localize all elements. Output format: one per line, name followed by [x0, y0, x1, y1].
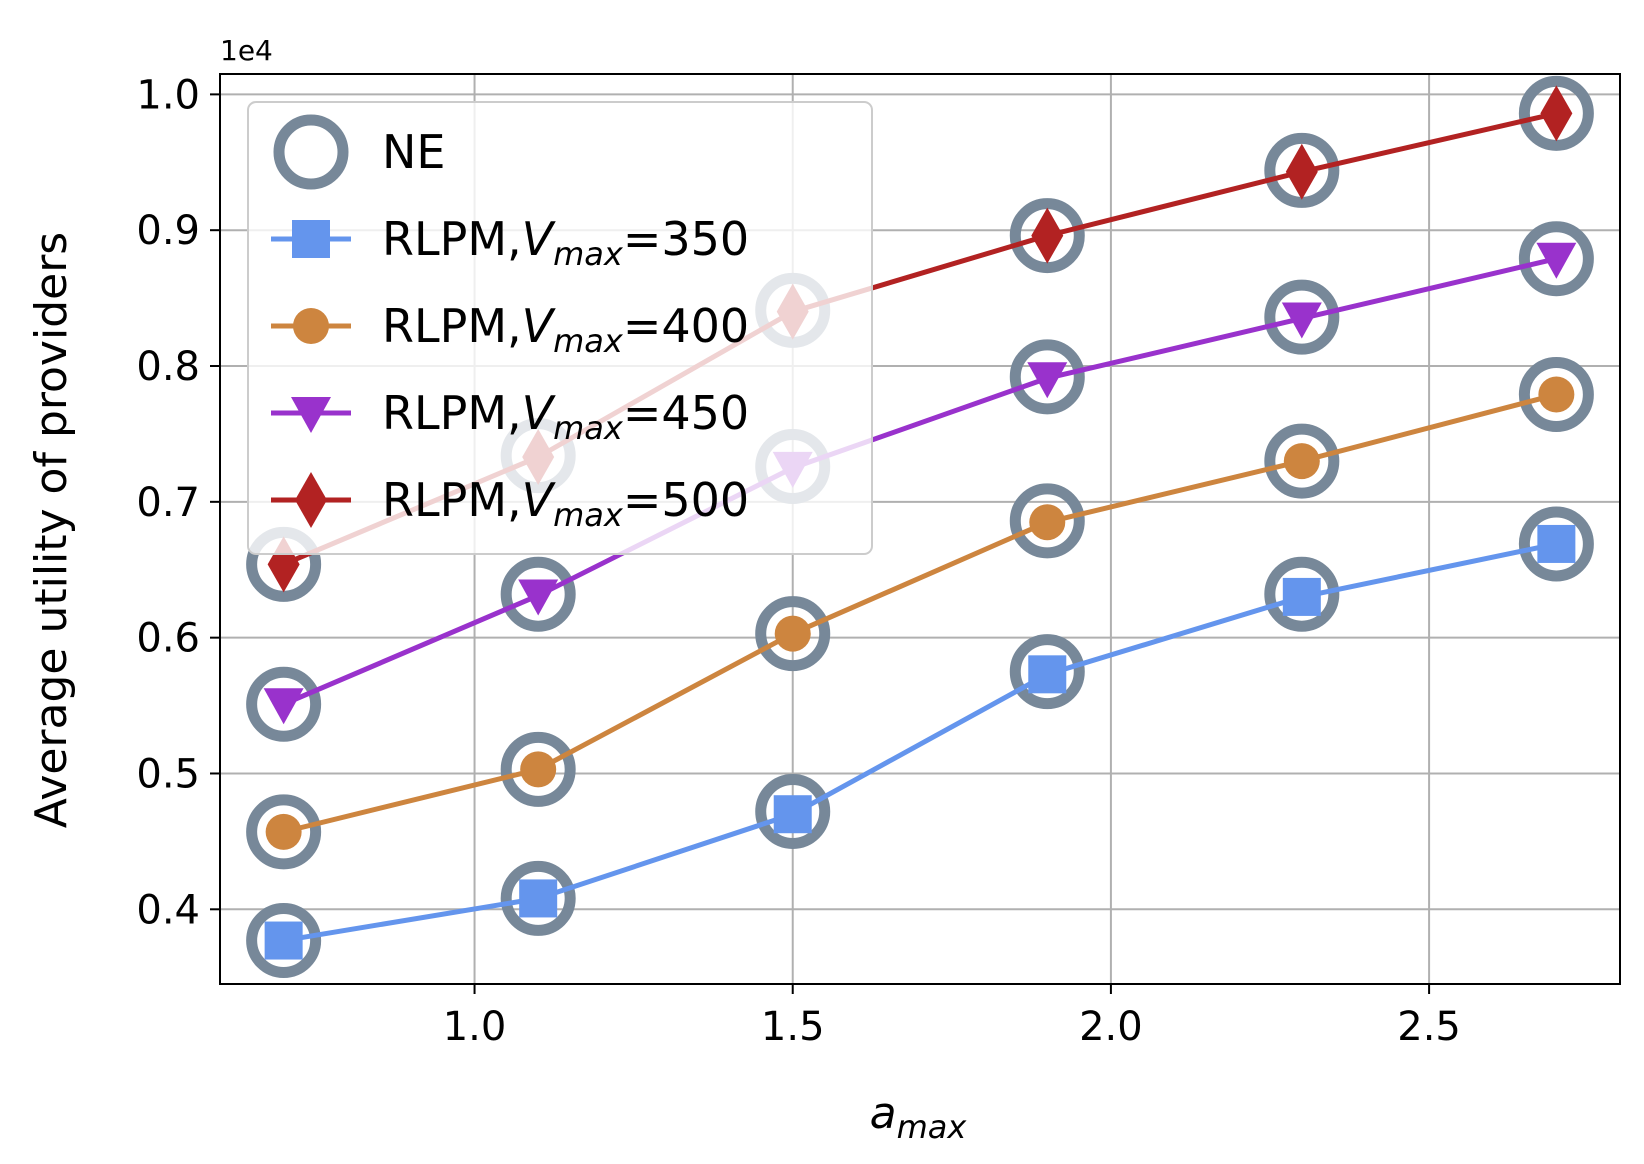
ne-ring-point	[1264, 132, 1340, 208]
plot-frame	[219, 73, 1621, 985]
ne-ring-point	[1009, 483, 1085, 559]
ne-ring-point	[1264, 279, 1340, 355]
y-offset-label: 1e4	[220, 34, 273, 67]
ne-ring-point	[500, 731, 576, 807]
series-point	[1031, 207, 1064, 264]
ne-ring-point	[1518, 221, 1594, 297]
series-point	[1027, 362, 1068, 399]
x-axis-label-base: a	[870, 1088, 897, 1139]
legend: NE RLPM,Vmax=350 RLPM,Vmax=400 RLPM,Vmax=45…	[247, 101, 873, 555]
x-tick-label: 1.0	[443, 1004, 507, 1050]
y-tick-label: 0.8	[136, 344, 200, 390]
legend-label: RLPM,Vmax=450	[382, 386, 749, 447]
series-point	[263, 688, 304, 725]
legend-ne-marker	[273, 114, 349, 190]
y-tick-label: 1.0	[136, 72, 200, 118]
ne-ring-point	[1264, 423, 1340, 499]
ne-ring-point	[500, 556, 576, 632]
series-point	[773, 795, 812, 834]
y-tick-label: 0.9	[136, 208, 200, 254]
series-point	[1281, 302, 1322, 339]
y-tick-label: 0.6	[136, 616, 200, 662]
series-point	[1283, 443, 1320, 480]
ne-ring-point	[500, 860, 576, 936]
ne-ring-point	[246, 794, 322, 870]
legend-marker	[292, 220, 330, 258]
series-point	[518, 579, 559, 616]
y-tick-label: 0.4	[136, 887, 200, 933]
ne-ring-point	[1518, 357, 1594, 433]
legend-marker	[291, 397, 331, 433]
series-point	[1282, 577, 1321, 616]
series-point	[774, 615, 811, 652]
series-point	[519, 879, 558, 918]
series-point	[265, 813, 302, 850]
x-axis-label-sub: max	[897, 1108, 968, 1146]
x-tick-label: 1.5	[761, 1004, 825, 1050]
ne-ring-point	[1009, 198, 1085, 274]
series-point	[1536, 242, 1577, 279]
ne-ring-point	[1518, 75, 1594, 151]
series-point	[1537, 524, 1576, 563]
legend-label: RLPM,Vmax=400	[382, 299, 749, 360]
ne-ring-point	[246, 666, 322, 742]
axis-ticks: 1.0 1.5 2.0 2.5 0.4 0.5 0.6 0.7 0.8 0.9 1.0	[136, 72, 1461, 1050]
series-line	[283, 392, 1557, 835]
ne-ring-point	[1009, 634, 1085, 710]
series-point	[1029, 504, 1066, 541]
legend-label: RLPM,Vmax=500	[382, 473, 749, 534]
x-axis-label: amax	[870, 1088, 968, 1146]
x-tick-label: 2.0	[1079, 1004, 1143, 1050]
series-point	[1028, 655, 1067, 694]
ne-ring-point	[1009, 339, 1085, 415]
series-point	[1285, 143, 1318, 200]
y-axis-label: Average utility of providers	[26, 232, 77, 828]
ne-ring-point	[1264, 556, 1340, 632]
series-line	[283, 541, 1557, 944]
legend-label: RLPM,Vmax=350	[382, 212, 749, 273]
series-point	[520, 751, 557, 788]
ne-ring-point	[246, 903, 322, 979]
y-tick-label: 0.5	[136, 751, 200, 797]
legend-box	[247, 101, 873, 555]
legend-marker	[295, 472, 327, 528]
series-line	[282, 256, 1557, 707]
series-lines	[246, 75, 1594, 979]
x-tick-label: 2.5	[1397, 1004, 1461, 1050]
series-point	[1540, 85, 1573, 142]
series-point	[264, 921, 303, 960]
legend-label-ne: NE	[382, 125, 445, 179]
ne-ring-point	[755, 774, 831, 850]
ne-ring-point	[755, 596, 831, 672]
legend-marker	[293, 308, 329, 344]
series-point	[1538, 376, 1575, 413]
y-tick-label: 0.7	[136, 480, 200, 526]
ne-ring-point	[1518, 506, 1594, 582]
